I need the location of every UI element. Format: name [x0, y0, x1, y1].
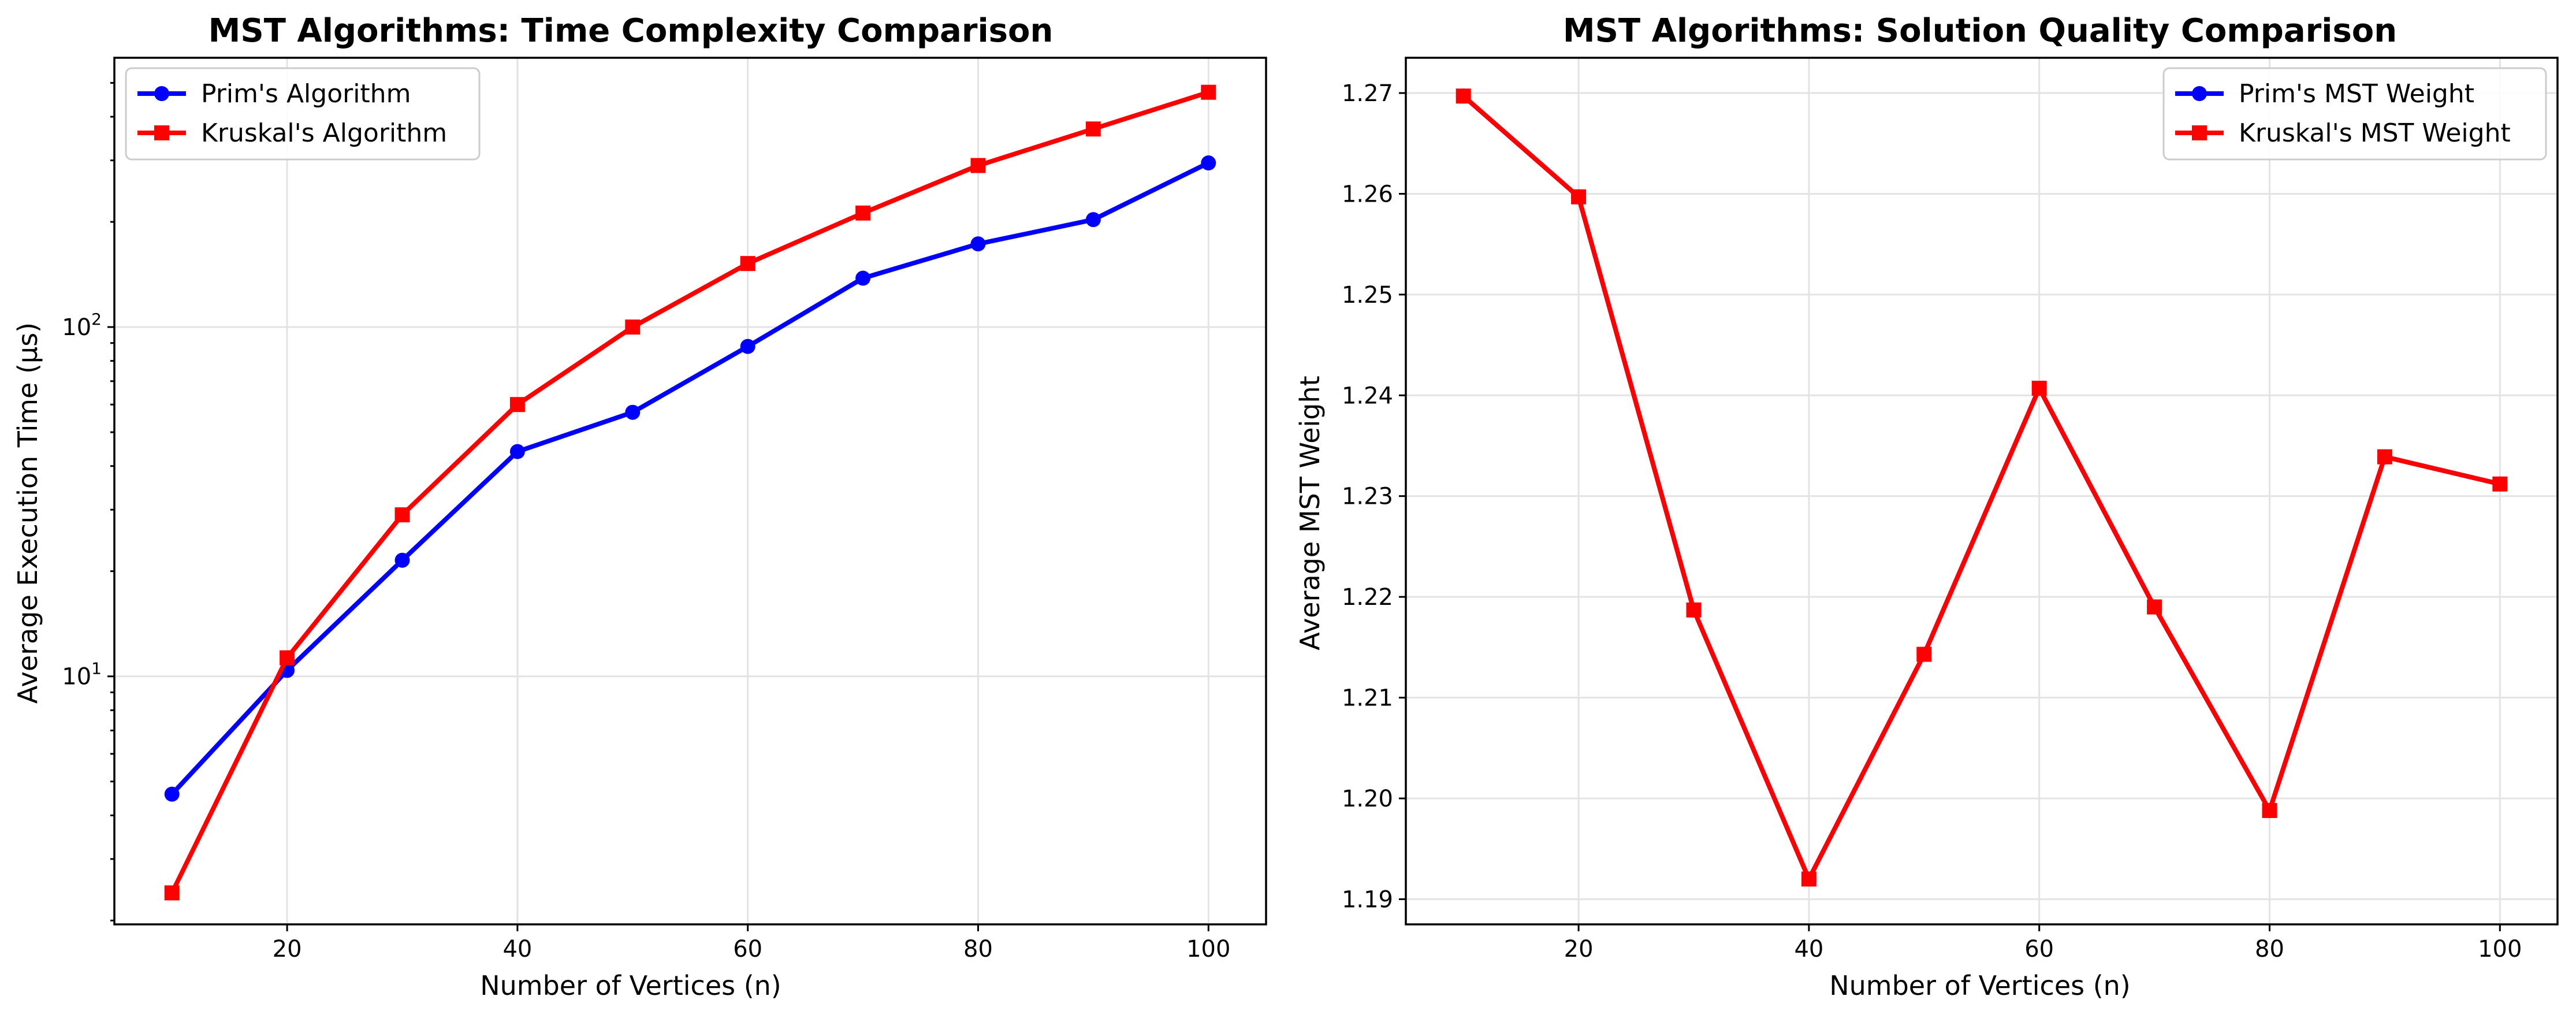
series-line	[170, 161, 1210, 796]
series-line	[170, 90, 1209, 894]
y-tick-label: 1.20	[1342, 786, 1393, 812]
axis-ticks: 20 40 60 80 100 101 102	[62, 81, 1230, 962]
data-point	[740, 339, 755, 354]
y-axis-label: Average MST Weight	[1294, 376, 1326, 650]
data-point	[280, 650, 295, 666]
y-tick-label: 1.19	[1342, 886, 1393, 913]
y-tick-label: 1.21	[1342, 685, 1393, 712]
grid	[1406, 58, 2558, 924]
x-tick-label: 80	[2255, 936, 2284, 962]
series-prim-s-mst-weight	[1455, 88, 2508, 887]
axis-ticks: 20 40 60 80 100 1.19 1.20 1.21 1.22 1.23 1.24 1.25 1…	[1342, 80, 2522, 962]
data-point	[625, 319, 641, 335]
legend: Prim's Algorithm Kruskal's Algorithm	[125, 67, 481, 161]
y-tick-label: 1.22	[1342, 584, 1393, 611]
x-axis-label: Number of Vertices (n)	[480, 970, 781, 1001]
data-point	[394, 552, 410, 568]
data-point	[1801, 871, 1816, 887]
plot-frame	[1405, 57, 2559, 926]
chart-title: MST Algorithms: Solution Quality Compari…	[1563, 12, 2397, 50]
legend-label: Kruskal's MST Weight	[2239, 118, 2511, 148]
data-point	[164, 786, 180, 802]
data-point	[625, 404, 641, 420]
legend-frame	[2162, 67, 2547, 161]
y-tick-label: 101	[62, 659, 102, 690]
data-point	[154, 125, 169, 140]
data-point	[855, 205, 871, 221]
data-point	[1686, 602, 1702, 618]
series-kruskal-s-mst-weight	[1455, 88, 2508, 887]
series-layer	[1455, 88, 2508, 887]
y-axis-label: Average Execution Time (μs)	[12, 322, 43, 704]
y-tick-label: 1.25	[1342, 282, 1393, 309]
data-point	[164, 885, 180, 901]
x-tick-label: 20	[273, 936, 302, 962]
y-tick-label: 1.27	[1342, 80, 1393, 107]
x-tick-label: 60	[2024, 936, 2054, 962]
series-prim-s-algorithm	[164, 155, 1216, 802]
x-tick-label: 40	[1794, 936, 1823, 962]
legend-label: Prim's Algorithm	[201, 79, 411, 109]
data-point	[509, 397, 525, 412]
x-tick-label: 40	[502, 936, 532, 962]
data-point	[1571, 189, 1587, 205]
data-point	[2492, 476, 2508, 492]
data-point	[2192, 125, 2207, 140]
data-point	[2262, 802, 2277, 818]
y-tick-label: 1.24	[1342, 382, 1393, 409]
x-tick-label: 100	[1186, 936, 1230, 962]
data-point	[1916, 646, 1932, 662]
data-point	[1201, 155, 1216, 171]
data-point	[1085, 212, 1101, 228]
x-tick-label: 80	[963, 936, 993, 962]
x-axis-label: Number of Vertices (n)	[1829, 970, 2131, 1001]
legend-item: Prim's MST Weight	[2175, 79, 2474, 109]
data-point	[394, 507, 410, 523]
time-complexity-chart: MST Algorithms: Time Complexity Comparis…	[12, 12, 1267, 1001]
legend-label: Kruskal's Algorithm	[201, 118, 447, 148]
series-layer	[164, 84, 1216, 901]
x-tick-label: 20	[1564, 936, 1594, 962]
data-point	[2192, 86, 2207, 101]
legend: Prim's MST Weight Kruskal's MST Weight	[2162, 67, 2547, 161]
legend-label: Prim's MST Weight	[2239, 79, 2474, 109]
plot-frame	[113, 57, 1267, 926]
data-point	[2031, 381, 2047, 396]
grid	[114, 58, 1266, 924]
data-point	[970, 158, 986, 173]
data-point	[154, 86, 169, 101]
legend-item: Kruskal's MST Weight	[2175, 118, 2511, 148]
data-point	[509, 444, 525, 459]
y-tick-label: 1.23	[1342, 484, 1393, 510]
series-line	[1462, 94, 2501, 882]
data-point	[855, 270, 871, 286]
data-point	[2147, 599, 2162, 615]
legend-item: Kruskal's Algorithm	[137, 118, 447, 148]
x-tick-label: 60	[733, 936, 762, 962]
y-tick-label: 102	[62, 310, 102, 341]
series-kruskal-s-algorithm	[164, 84, 1216, 901]
data-point	[1201, 84, 1216, 100]
y-tick-label: 1.26	[1342, 181, 1393, 207]
solution-quality-chart: MST Algorithms: Solution Quality Compari…	[1294, 12, 2559, 1001]
data-point	[2377, 449, 2392, 464]
chart-title: MST Algorithms: Time Complexity Comparis…	[209, 12, 1054, 50]
data-point	[1455, 88, 1471, 104]
x-tick-label: 100	[2478, 936, 2522, 962]
data-point	[970, 236, 986, 252]
legend-item: Prim's Algorithm	[137, 79, 411, 109]
legend-frame	[125, 67, 481, 161]
series-line	[1462, 94, 2501, 882]
data-point	[1085, 121, 1101, 137]
data-point	[740, 256, 755, 272]
